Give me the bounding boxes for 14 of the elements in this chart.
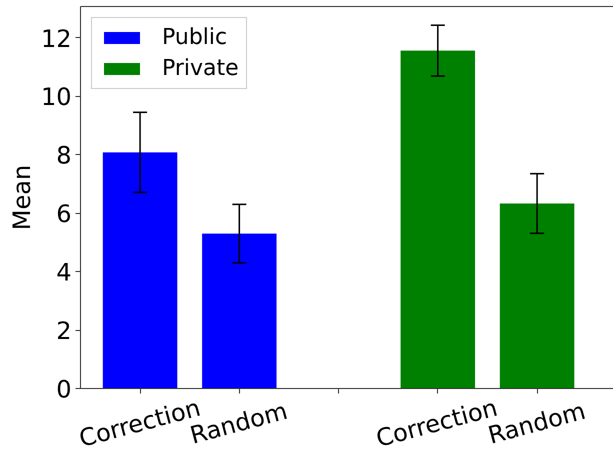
bar [202,234,277,388]
bar [500,203,574,388]
y-tick-label: 6 [56,200,72,228]
y-tick-label: 0 [56,376,72,404]
y-axis-title: Mean [8,164,36,230]
y-tick-label: 12 [40,24,72,53]
y-tick-label: 8 [56,142,72,170]
bar [102,152,178,388]
legend-label: Public [162,25,228,50]
bar [400,50,476,388]
y-tick-label: 4 [56,258,72,287]
y-tick-label: 10 [40,83,72,112]
legend-label: Private [162,56,239,81]
y-tick-label: 2 [56,317,72,346]
